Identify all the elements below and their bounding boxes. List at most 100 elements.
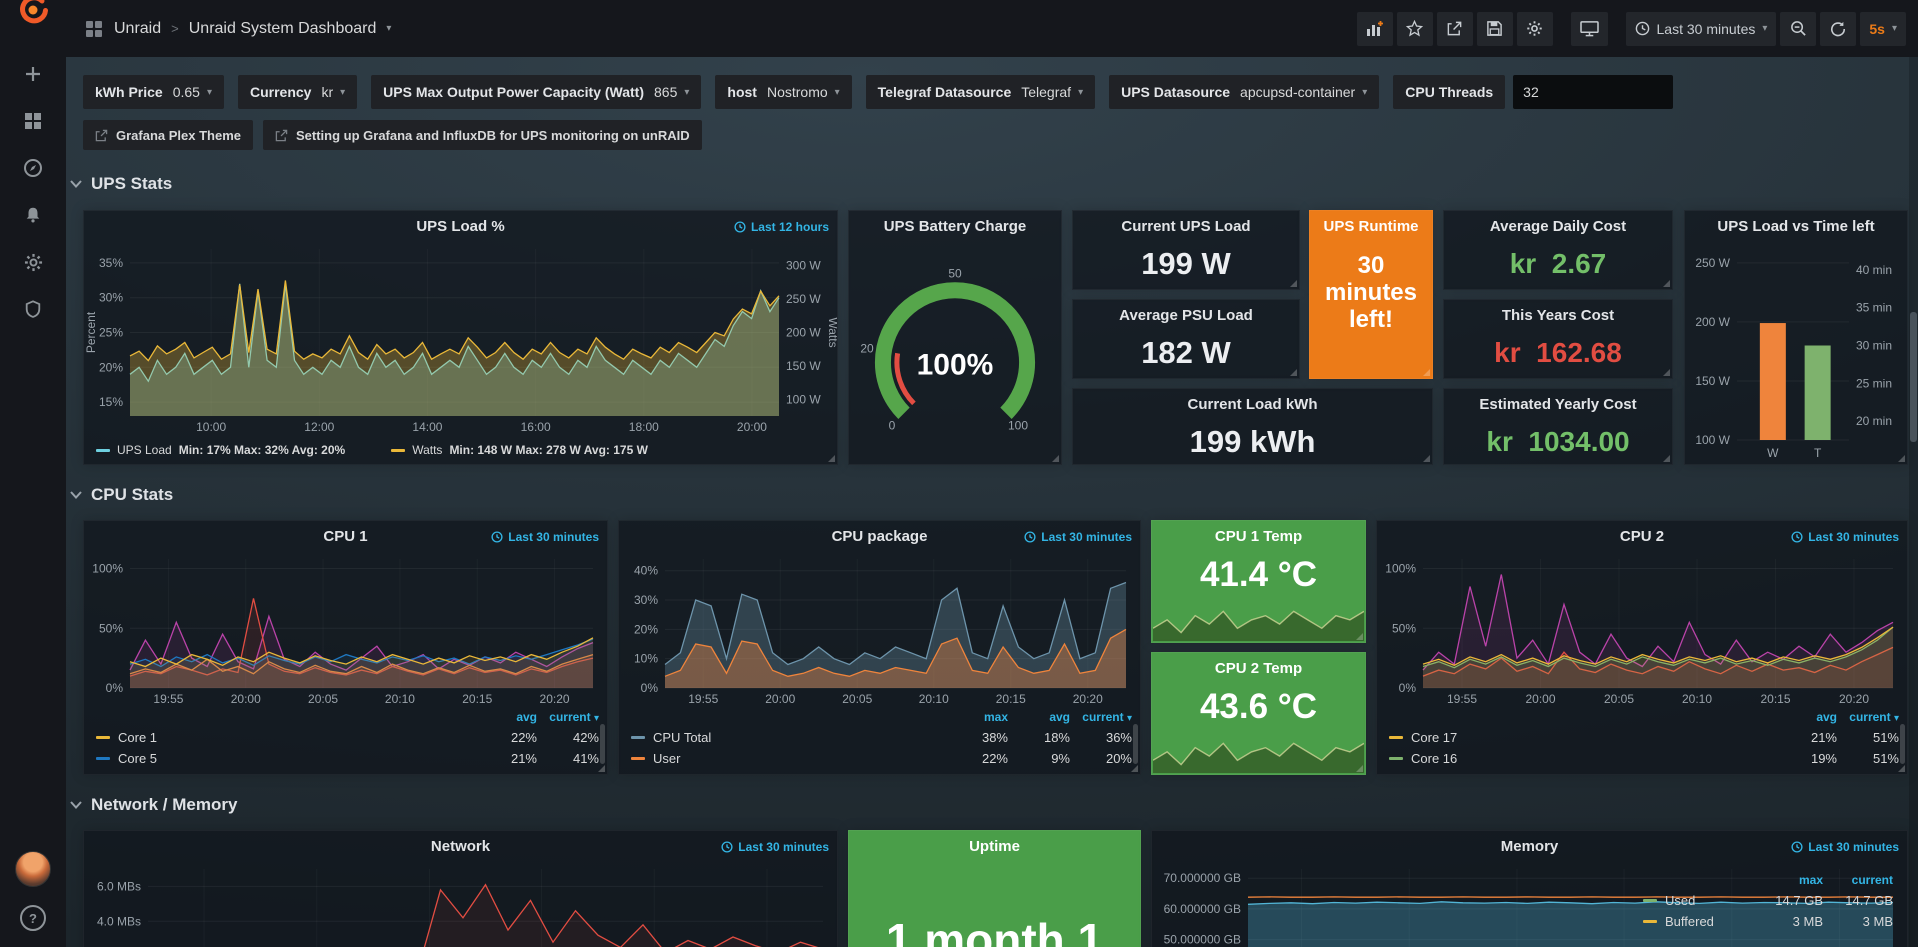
- configuration-gear-icon[interactable]: [23, 252, 43, 272]
- svg-text:30%: 30%: [99, 291, 123, 305]
- chevron-down-icon: ▾: [834, 86, 840, 98]
- panel-title[interactable]: Uptime: [969, 838, 1020, 855]
- panel-title[interactable]: CPU 2 Temp: [1214, 660, 1303, 677]
- cpu1-chart[interactable]: 100% 50% 0% 19:55 20:00 20:05 20:10 20:15 20:20: [84, 551, 607, 708]
- variable-currency[interactable]: Currency kr ▾: [237, 75, 358, 109]
- svg-text:20:10: 20:10: [385, 692, 415, 706]
- panel-title[interactable]: UPS Load vs Time left: [1717, 218, 1875, 235]
- panel-title[interactable]: CPU 1 Temp: [1214, 528, 1303, 545]
- zoom-out-time-button[interactable]: [1780, 11, 1817, 46]
- legend-scrollbar[interactable]: [600, 724, 605, 764]
- link-grafana-plex-theme[interactable]: Grafana Plex Theme: [83, 120, 253, 150]
- panel-title[interactable]: CPU 2: [1619, 528, 1665, 545]
- legend-series[interactable]: User: [631, 751, 946, 766]
- ups-load-vs-time-bars[interactable]: 250 W 200 W 150 W 100 W 40 min 35 min 30 min 25…: [1685, 243, 1907, 462]
- panel-title[interactable]: This Years Cost: [1501, 307, 1615, 324]
- panel-title[interactable]: Average PSU Load: [1119, 307, 1253, 324]
- legend-sort-current[interactable]: current ▾: [1849, 709, 1899, 724]
- dashboards-icon[interactable]: [23, 111, 43, 131]
- chart-legend: avg current ▾ Core 1 22% 42% Core 5 21% 41%: [96, 706, 599, 769]
- panel-title[interactable]: CPU 1: [323, 528, 368, 545]
- dashboard-grid-icon[interactable]: [84, 19, 104, 39]
- panel-title[interactable]: UPS Load %: [416, 218, 505, 235]
- time-range-picker[interactable]: Last 30 minutes ▾: [1625, 11, 1777, 46]
- legend-series[interactable]: Core 1: [96, 730, 475, 745]
- refresh-interval-picker[interactable]: 5s ▾: [1860, 11, 1906, 46]
- legend-sort-current[interactable]: current: [1851, 872, 1893, 887]
- panel-title[interactable]: UPS Battery Charge: [883, 218, 1027, 235]
- alerting-bell-icon[interactable]: [23, 205, 43, 225]
- legend-sort-avg[interactable]: avg: [1816, 709, 1837, 724]
- legend-sort-max[interactable]: max: [983, 709, 1008, 724]
- panel-title[interactable]: Memory: [1500, 838, 1559, 855]
- legend-sort-max[interactable]: max: [1798, 872, 1823, 887]
- chevron-down-icon[interactable]: ▾: [386, 23, 392, 34]
- user-avatar[interactable]: [15, 851, 51, 887]
- variable-host[interactable]: host Nostromo ▾: [715, 75, 852, 109]
- cpu2-chart[interactable]: 100% 50% 0% 19:55 20:00 20:05 20:10 20:15 20:20: [1377, 551, 1907, 708]
- page-scrollbar-thumb[interactable]: [1910, 312, 1917, 442]
- explore-icon[interactable]: [23, 158, 43, 178]
- cpu-package-chart[interactable]: 40% 30% 20% 10% 0% 19:55 20:00 20:05 20:10 20:15 2…: [619, 551, 1140, 708]
- panel-title[interactable]: UPS Runtime: [1323, 218, 1419, 235]
- legend-series[interactable]: Buffered: [1643, 914, 1753, 929]
- svg-text:4.0 MBs: 4.0 MBs: [97, 914, 141, 928]
- row-cpu-stats: CPU 1 Last 30 minutes 100% 50% 0% 19:55 20:0…: [83, 520, 1908, 775]
- panel-title[interactable]: Current Load kWh: [1187, 396, 1318, 413]
- legend-series[interactable]: Core 5: [96, 751, 475, 766]
- refresh-button[interactable]: [1820, 11, 1857, 46]
- clock-icon: [1635, 21, 1649, 36]
- link-ups-monitoring-guide[interactable]: Setting up Grafana and InfluxDB for UPS …: [263, 120, 702, 150]
- breadcrumb: Unraid > Unraid System Dashboard ▾: [84, 19, 391, 39]
- help-icon[interactable]: ?: [20, 905, 46, 931]
- legend-sort-current[interactable]: current ▾: [549, 709, 599, 724]
- svg-text:150 W: 150 W: [1695, 374, 1730, 388]
- cpu-threads-input[interactable]: 32: [1513, 75, 1674, 109]
- legend-scrollbar[interactable]: [1133, 724, 1138, 764]
- star-dashboard-button[interactable]: [1396, 11, 1433, 46]
- section-network-memory[interactable]: Network / Memory: [70, 795, 237, 815]
- share-dashboard-button[interactable]: [1436, 11, 1473, 46]
- variable-ups-max-output[interactable]: UPS Max Output Power Capacity (Watt) 865 ▾: [371, 75, 702, 109]
- panel-title[interactable]: Current UPS Load: [1121, 218, 1251, 235]
- legend-value: 3 MB: [1792, 914, 1823, 929]
- panel-title[interactable]: Network: [430, 838, 491, 855]
- panel-title[interactable]: Average Daily Cost: [1489, 218, 1627, 235]
- legend-series[interactable]: CPU Total: [631, 730, 946, 745]
- variable-kwh-price[interactable]: kWh Price 0.65 ▾: [83, 75, 224, 109]
- legend-series[interactable]: Core 17: [1389, 730, 1775, 745]
- dashboard-settings-button[interactable]: [1516, 11, 1553, 46]
- legend-sort-avg[interactable]: avg: [516, 709, 537, 724]
- add-panel-button[interactable]: [1356, 11, 1393, 46]
- cycle-view-mode-button[interactable]: [1570, 11, 1608, 46]
- page-title[interactable]: Unraid System Dashboard: [188, 19, 377, 37]
- variable-telegraf-datasource[interactable]: Telegraf Datasource Telegraf ▾: [865, 75, 1096, 109]
- legend-scrollbar[interactable]: [1900, 724, 1905, 764]
- legend-item[interactable]: Watts Min: 148 W Max: 278 W Avg: 175 W: [391, 443, 648, 457]
- panel-title[interactable]: Estimated Yearly Cost: [1479, 396, 1637, 413]
- server-admin-shield-icon[interactable]: [23, 299, 43, 319]
- svg-text:6.0 MBs: 6.0 MBs: [97, 879, 141, 893]
- section-cpu-stats[interactable]: CPU Stats: [70, 485, 173, 505]
- add-icon[interactable]: [23, 64, 43, 84]
- legend-sort-avg[interactable]: avg: [1049, 709, 1070, 724]
- svg-text:10:00: 10:00: [196, 420, 226, 434]
- panel-title[interactable]: CPU package: [831, 528, 928, 545]
- legend-series[interactable]: Used: [1643, 893, 1753, 908]
- section-ups-stats[interactable]: UPS Stats: [70, 174, 172, 194]
- svg-text:20 min: 20 min: [1856, 414, 1892, 428]
- legend-item[interactable]: UPS Load Min: 17% Max: 32% Avg: 20%: [96, 443, 345, 457]
- grafana-logo-icon[interactable]: [17, 0, 49, 24]
- battery-gauge[interactable]: 0 20 50 100 100%: [849, 243, 1061, 460]
- chevron-down-icon: ▾: [206, 86, 212, 98]
- variable-ups-datasource[interactable]: UPS Datasource apcupsd-container ▾: [1109, 75, 1380, 109]
- legend-sort-current[interactable]: current ▾: [1082, 709, 1132, 724]
- save-dashboard-button[interactable]: [1476, 11, 1513, 46]
- chevron-down-icon: ▾: [1362, 86, 1368, 98]
- legend-series[interactable]: Core 16: [1389, 751, 1775, 766]
- breadcrumb-folder[interactable]: Unraid: [114, 19, 162, 37]
- ups-load-chart[interactable]: 35% 30% 25% 20% 15% 300 W 250 W 200 W 150 W 100 W…: [84, 241, 837, 436]
